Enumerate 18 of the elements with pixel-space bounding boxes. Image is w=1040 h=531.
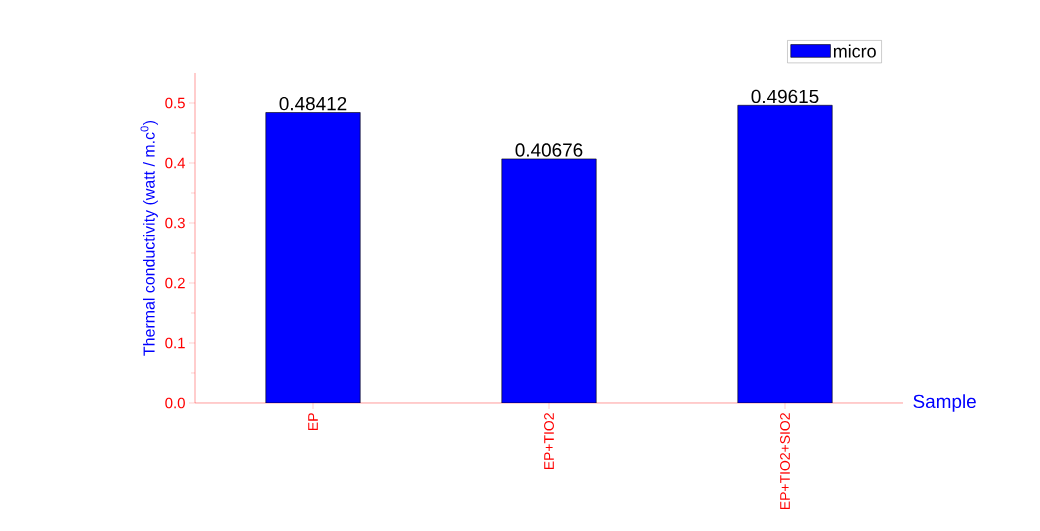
x-tick-label: EP xyxy=(308,413,318,430)
legend-label: micro xyxy=(833,44,876,58)
data-label: 0.40676 xyxy=(515,143,583,157)
bar xyxy=(501,158,597,403)
y-tick-label: 0.0 xyxy=(165,397,185,409)
y-tick-label: 0.4 xyxy=(165,157,186,169)
bar xyxy=(265,112,361,403)
y-tick-label: 0.2 xyxy=(165,277,185,289)
y-tick-label: 0.5 xyxy=(165,97,185,109)
data-label: 0.48412 xyxy=(279,96,347,111)
y-axis-title: Thermal conductivity (watt / m.c$^{0}$) xyxy=(140,120,158,356)
y-tick-label: 0.3 xyxy=(165,217,185,229)
x-tick-label: EP+TIO2+SIO2 xyxy=(780,413,790,510)
bar xyxy=(737,105,833,403)
data-label: 0.49615 xyxy=(751,89,819,104)
x-tick-label: EP+TIO2 xyxy=(544,413,554,470)
y-tick-label: 0.1 xyxy=(165,337,185,349)
x-axis-title: Sample xyxy=(913,394,976,412)
